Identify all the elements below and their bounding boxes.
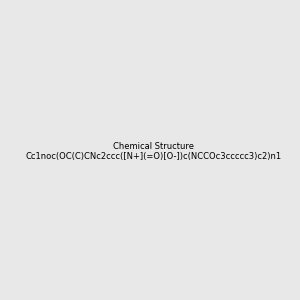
Text: Chemical Structure
Cc1noc(OC(C)CNc2ccc([N+](=O)[O-])c(NCCOc3ccccc3)c2)n1: Chemical Structure Cc1noc(OC(C)CNc2ccc([… <box>26 142 282 161</box>
